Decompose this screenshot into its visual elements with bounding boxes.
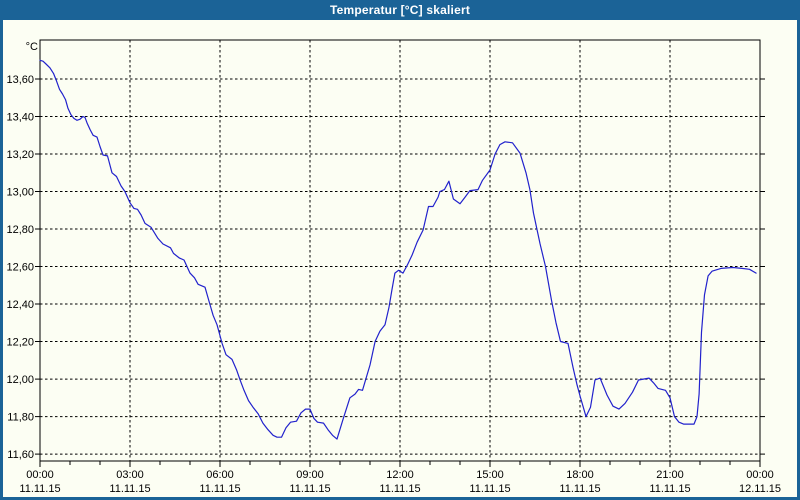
x-tick-time-label: 06:00 (206, 469, 234, 481)
window-title: Temperatur [°C] skaliert (329, 3, 471, 17)
x-tick-date-label: 11.11.15 (19, 483, 60, 495)
y-tick-label: 13,60 (6, 74, 34, 86)
y-axis-unit-label: °C (26, 41, 38, 53)
y-tick-label: 11,60 (7, 449, 34, 461)
x-tick-time-label: 15:00 (476, 469, 504, 481)
y-tick-label: 12,40 (6, 299, 34, 311)
x-tick-date-label: 12.11.15 (739, 483, 781, 495)
y-tick-label: 13,20 (6, 149, 34, 161)
y-tick-label: 12,00 (6, 374, 34, 386)
x-tick-time-label: 12:00 (386, 469, 414, 481)
x-tick-date-label: 11.11.15 (199, 483, 240, 495)
window-title-bar: Temperatur [°C] skaliert (0, 0, 800, 20)
temperature-line (39, 59, 757, 440)
x-tick-time-label: 21:00 (656, 469, 684, 481)
x-tick-time-label: 00:00 (26, 469, 54, 481)
x-tick-date-label: 11.11.15 (109, 483, 150, 495)
y-tick-label: 12,20 (6, 337, 34, 349)
x-tick-date-label: 11.11.15 (469, 483, 510, 495)
window-border (0, 20, 3, 500)
x-tick-time-label: 18:00 (566, 469, 594, 481)
y-tick-label: 13,40 (6, 112, 34, 124)
y-tick-label: 13,00 (6, 187, 34, 199)
x-tick-date-label: 11.11.15 (379, 483, 420, 495)
x-tick-date-label: 11.11.15 (559, 483, 600, 495)
y-tick-label: 12,60 (6, 262, 34, 274)
x-tick-time-label: 00:00 (746, 469, 774, 481)
x-tick-date-label: 11.11.15 (289, 483, 330, 495)
window-border (797, 20, 800, 500)
x-tick-time-label: 09:00 (296, 469, 324, 481)
y-tick-label: 11,80 (7, 412, 34, 424)
window-border (0, 497, 800, 500)
x-tick-date-label: 11.11.15 (649, 483, 690, 495)
x-tick-time-label: 03:00 (116, 469, 144, 481)
y-tick-label: 12,80 (6, 224, 34, 236)
